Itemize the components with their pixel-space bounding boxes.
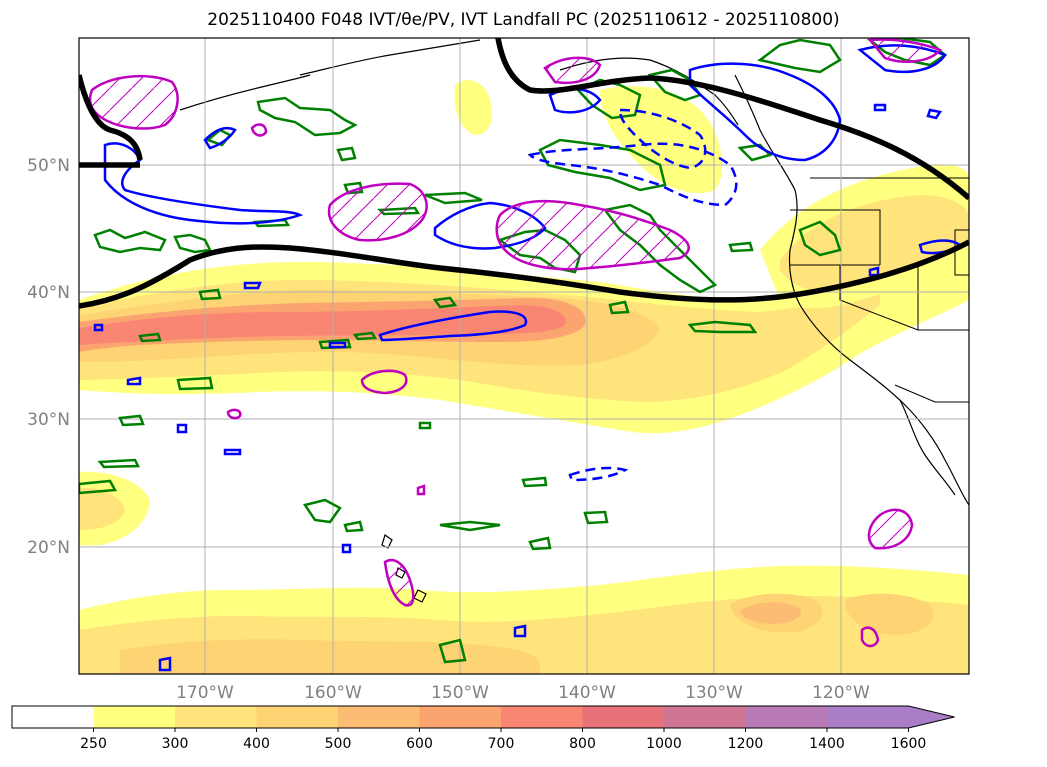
map-title: 2025110400 F048 IVT/θe/PV, IVT Landfall … [207,10,840,30]
colorbar-segment [256,706,339,728]
map-frame [78,37,970,675]
lat-label: 20°N [27,538,70,558]
lon-label: 140°W [558,683,616,703]
theta-e-dashed-contours [527,108,738,482]
lat-label: 30°N [27,410,70,430]
jet-lines [79,38,969,309]
colorbar-tick-label: 1000 [646,736,682,752]
lat-label: 50°N [27,156,70,176]
colorbar-segment [501,706,583,728]
colorbar-tick-label: 1200 [728,736,764,752]
colorbar-segment [175,706,257,728]
colorbar-tick-label: 700 [488,736,515,752]
colorbar: 250 300 400 500 600 700 800 1000 1200 1400 1600 [11,705,955,752]
landfall-pc-contours [88,38,943,648]
colorbar-segment [12,706,94,728]
colorbar-segment [582,706,665,728]
lon-label: 130°W [685,683,743,703]
colorbar-segment [664,706,746,728]
lon-label: 160°W [304,683,362,703]
colorbar-tick-label: 800 [569,736,596,752]
colorbar-tick-label: 300 [162,736,189,752]
gridlines [79,38,969,674]
coastlines [179,39,969,603]
colorbar-tick-label: 1400 [809,736,845,752]
lon-label: 150°W [431,683,489,703]
colorbar-segment [419,706,502,728]
colorbar-tick-label: 500 [325,736,352,752]
lon-label: 120°W [812,683,870,703]
colorbar-segment [827,706,909,728]
colorbar-tick-label: 1600 [891,736,927,752]
longitude-labels: 170°W 160°W 150°W 140°W 130°W 120°W [176,683,870,703]
lon-label: 170°W [176,683,234,703]
colorbar-segment [93,706,176,728]
colorbar-extend-arrow [908,706,955,728]
colorbar-outline [11,705,955,729]
colorbar-segment [338,706,420,728]
colorbar-tick-label: 250 [80,736,107,752]
colorbar-tick-label: 400 [243,736,270,752]
lat-label: 40°N [27,283,70,303]
colorbar-segment [745,706,828,728]
colorbar-tick-label: 600 [406,736,433,752]
latitude-labels: 50°N 40°N 30°N 20°N [27,156,70,558]
